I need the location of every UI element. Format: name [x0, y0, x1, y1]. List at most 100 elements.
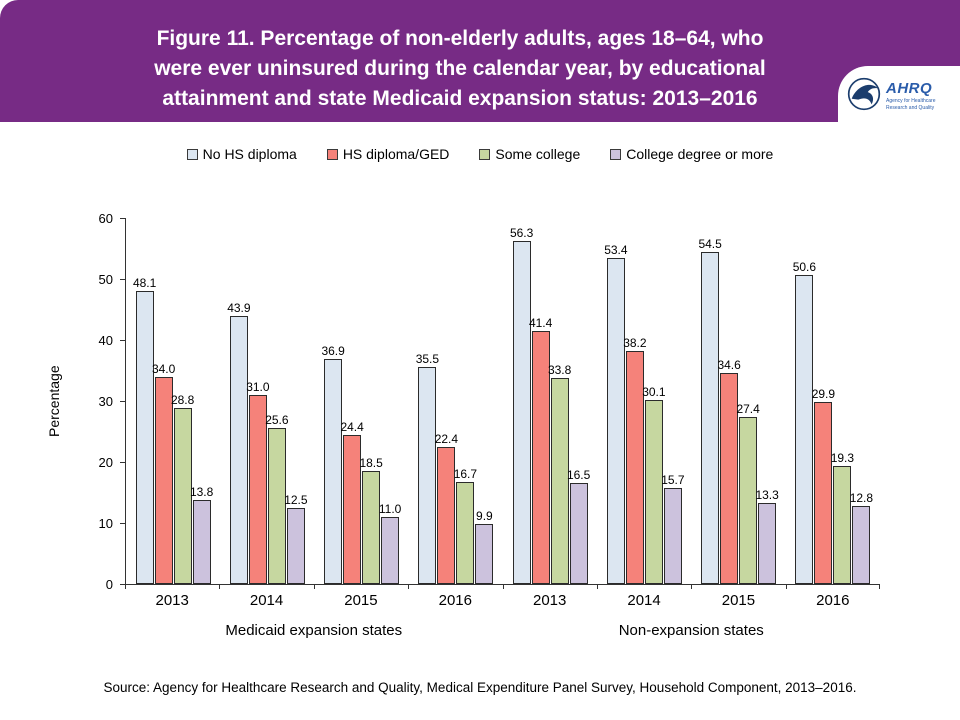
x-category-label: 2015	[344, 592, 378, 609]
bar-some-college: 28.8	[171, 393, 194, 584]
bar-hs-diploma-ged: 22.4	[435, 432, 458, 584]
x-tick-mark	[785, 585, 787, 589]
bar-college-degree-or-more: 9.9	[475, 509, 494, 584]
figure-title: Figure 11. Percentage of non-elderly adu…	[70, 24, 850, 113]
bar-hs-diploma-ged: 38.2	[623, 336, 647, 584]
bar-value-label: 25.6	[265, 412, 289, 427]
y-tick-label: 40	[98, 333, 113, 348]
bar-value-label: 13.3	[755, 487, 779, 502]
bar-hs-diploma-ged: 34.6	[717, 358, 741, 584]
y-tick-mark	[120, 523, 125, 524]
bar-value-label: 18.5	[359, 456, 383, 471]
legend-item: College degree or more	[610, 146, 773, 162]
x-tick-mark	[691, 585, 693, 589]
header-banner: Figure 11. Percentage of non-elderly adu…	[0, 0, 960, 122]
source-note: Source: Agency for Healthcare Research a…	[103, 680, 857, 695]
y-tick-mark	[120, 462, 125, 463]
bar-no-hs-diploma: 43.9	[227, 301, 251, 584]
bar-no-hs-diploma: 35.5	[416, 352, 439, 584]
bar-value-label: 54.5	[698, 236, 722, 251]
y-tick-mark	[120, 584, 125, 585]
x-axis-ticks	[125, 585, 880, 590]
x-category-label: 2014	[249, 592, 284, 609]
bar-value-label: 34.6	[717, 357, 741, 372]
x-tick-mark	[219, 585, 221, 589]
x-category-label: 2013	[155, 592, 189, 609]
y-tick-label: 10	[98, 516, 113, 531]
bar-college-degree-or-more: 15.7	[661, 473, 685, 584]
bar-value-label: 9.9	[476, 508, 493, 523]
x-category-label: 2013	[533, 592, 567, 609]
bar-group: 35.5 22.4 16.7 9.9	[409, 218, 503, 584]
bar-value-label: 27.4	[736, 401, 760, 416]
legend-label: College degree or more	[626, 146, 774, 162]
x-category-label: 2016	[816, 592, 850, 609]
bar-no-hs-diploma: 56.3	[510, 226, 533, 584]
bar-value-label: 38.2	[623, 335, 647, 350]
x-category-label: 2016	[438, 592, 472, 609]
bar-hs-diploma-ged: 24.4	[340, 420, 364, 584]
bar-value-label: 24.4	[340, 420, 364, 435]
bar-value-label: 30.1	[642, 385, 666, 400]
chart-legend: No HS diploma HS diploma/GED Some college C…	[0, 146, 960, 162]
legend-label: No HS diploma	[202, 146, 297, 162]
bar-value-label: 12.5	[284, 492, 308, 507]
y-tick-label: 0	[105, 577, 113, 592]
bar-no-hs-diploma: 54.5	[698, 237, 722, 584]
ahrq-tagline: Agency for Healthcare Research and Quali…	[886, 98, 936, 111]
bar-some-college: 33.8	[548, 363, 571, 584]
bar-value-label: 33.8	[547, 362, 572, 377]
legend-label: HS diploma/GED	[342, 146, 450, 162]
bar-hs-diploma-ged: 34.0	[152, 362, 175, 584]
bar-value-label: 12.8	[849, 490, 874, 505]
x-tick-mark	[408, 585, 410, 589]
bar-hs-diploma-ged: 41.4	[529, 316, 552, 584]
bar-value-label: 34.0	[151, 361, 176, 376]
bar-value-label: 19.3	[830, 451, 855, 466]
x-tick-mark	[125, 585, 126, 589]
plot-area: 48.1 34.0 28.8 13.8 43.9 31.0 25.6 12.5 36.9 24.4…	[125, 218, 880, 585]
bar-college-degree-or-more: 13.8	[190, 485, 213, 584]
bar-some-college: 27.4	[736, 402, 760, 584]
y-axis-title: Percentage	[46, 365, 62, 438]
bar-group: 48.1 34.0 28.8 13.8	[126, 218, 220, 584]
x-group-row: Medicaid expansion states Non-expansion s…	[125, 622, 880, 639]
bar-value-label: 53.4	[604, 243, 628, 258]
y-tick-label: 60	[98, 211, 113, 226]
bar-value-label: 56.3	[509, 225, 534, 240]
y-tick-mark	[120, 279, 125, 280]
bar-value-label: 41.4	[528, 316, 553, 331]
x-group-label: Medicaid expansion states	[225, 622, 403, 639]
legend-swatch	[610, 148, 622, 160]
y-tick-label: 30	[98, 394, 113, 409]
figure-title-line: Figure 11. Percentage of non-elderly adu…	[156, 27, 764, 50]
x-group-label: Non-expansion states	[618, 622, 764, 639]
legend-swatch	[326, 148, 338, 160]
bar-value-label: 43.9	[227, 301, 251, 316]
bar-value-label: 31.0	[246, 379, 270, 394]
y-tick-mark	[120, 401, 125, 402]
hhs-logo-icon	[847, 77, 881, 116]
bar-no-hs-diploma: 53.4	[604, 243, 628, 584]
x-tick-mark	[313, 585, 315, 589]
bar-college-degree-or-more: 16.5	[567, 468, 590, 584]
legend-item: Some college	[479, 146, 580, 162]
y-tick-label: 50	[98, 272, 113, 287]
y-tick-mark	[120, 340, 125, 341]
legend-label: Some college	[495, 146, 581, 162]
bar-value-label: 13.8	[189, 484, 214, 499]
ahrq-wordmark: AHRQ	[886, 80, 933, 97]
bar-value-label: 35.5	[415, 352, 440, 367]
bar-value-label: 16.5	[566, 468, 591, 483]
bar-value-label: 16.7	[453, 467, 478, 482]
bar-some-college: 30.1	[642, 385, 666, 584]
bar-hs-diploma-ged: 31.0	[246, 380, 270, 584]
legend-swatch	[479, 148, 491, 160]
bar-some-college: 16.7	[454, 467, 477, 584]
bar-value-label: 22.4	[434, 432, 459, 447]
y-tick-label: 20	[98, 455, 113, 470]
x-tick-mark	[879, 585, 880, 589]
bar-value-label: 50.6	[792, 260, 817, 275]
logo-area: AHRQ Agency for Healthcare Research and …	[838, 66, 960, 122]
